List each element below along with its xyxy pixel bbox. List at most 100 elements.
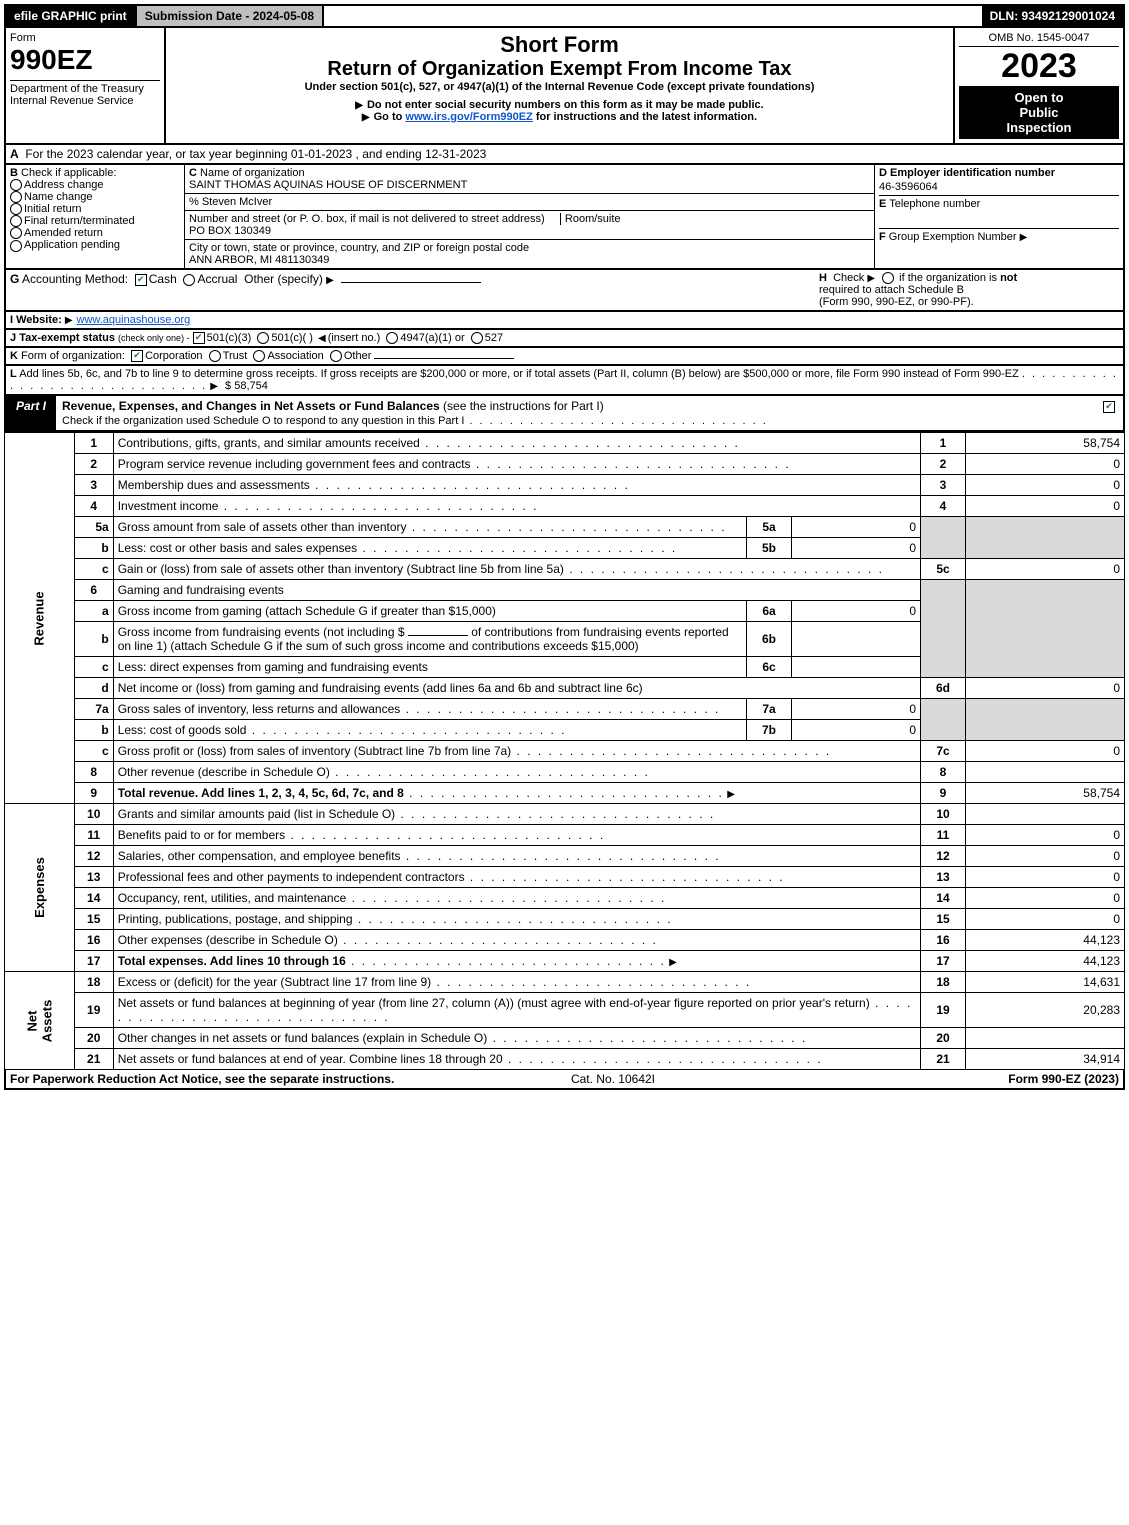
goto-text: Go to: [374, 111, 406, 123]
line-15-box: 15: [921, 909, 966, 930]
line-9-box: 9: [921, 783, 966, 804]
line-8-text: Other revenue (describe in Schedule O): [118, 765, 330, 779]
cb-other-org[interactable]: [330, 350, 342, 362]
line-14-num: 14: [74, 888, 113, 909]
line-5b-num: b: [74, 538, 113, 559]
line-2-num: 2: [74, 454, 113, 475]
opt-corporation: Corporation: [145, 350, 202, 362]
website-link[interactable]: www.aquinashouse.org: [77, 314, 191, 326]
line-3-num: 3: [74, 475, 113, 496]
care-of-line: % Steven McIver: [185, 194, 874, 211]
line-5a-num: 5a: [74, 517, 113, 538]
h-not: not: [1000, 272, 1017, 284]
footer-form-no: Form 990-EZ (2023): [1008, 1072, 1119, 1086]
side-expenses: Expenses: [5, 804, 75, 972]
cb-amended-return[interactable]: Amended return: [10, 227, 180, 239]
line-17-text: Total expenses. Add lines 10 through 16: [118, 954, 346, 968]
efile-label[interactable]: efile GRAPHIC print: [6, 6, 137, 26]
part-i-check-line: Check if the organization used Schedule …: [62, 415, 768, 427]
cb-trust[interactable]: [209, 350, 221, 362]
cb-address-change[interactable]: Address change: [10, 179, 180, 191]
header-center: Short Form Return of Organization Exempt…: [166, 28, 953, 143]
line-8-num: 8: [74, 762, 113, 783]
telephone-label: Telephone number: [889, 198, 980, 210]
inspect-line3: Inspection: [963, 120, 1115, 135]
cb-4947[interactable]: [386, 332, 398, 344]
cb-association[interactable]: [253, 350, 265, 362]
footer: For Paperwork Reduction Act Notice, see …: [4, 1070, 1125, 1090]
line-4-num: 4: [74, 496, 113, 517]
line-4-text: Investment income: [118, 499, 219, 513]
org-name-label: Name of organization: [200, 167, 305, 179]
line-2-box: 2: [921, 454, 966, 475]
short-form-title: Short Form: [170, 32, 949, 58]
line-10-box: 10: [921, 804, 966, 825]
city-value: ANN ARBOR, MI 481130349: [189, 254, 329, 266]
label-f: F: [879, 231, 886, 243]
line-18-amount: 14,631: [966, 972, 1125, 993]
cb-corporation[interactable]: [131, 350, 143, 362]
line-2-text: Program service revenue including govern…: [118, 457, 471, 471]
opt-4947: 4947(a)(1) or: [400, 332, 464, 344]
line-8-box: 8: [921, 762, 966, 783]
line-13-num: 13: [74, 867, 113, 888]
line-12-amount: 0: [966, 846, 1125, 867]
label-a: A: [10, 147, 19, 161]
misc-rows: I Website: www.aquinashouse.org J Tax-ex…: [4, 312, 1125, 396]
cb-schedule-b[interactable]: [882, 272, 894, 284]
part-i-note: (see the instructions for Part I): [443, 399, 604, 413]
form-org-label: Form of organization:: [21, 350, 125, 362]
line-1-box: 1: [921, 433, 966, 454]
section-l-text: Add lines 5b, 6c, and 7b to line 9 to de…: [19, 368, 1019, 380]
top-bar: efile GRAPHIC print Submission Date - 20…: [4, 4, 1125, 28]
submission-date: Submission Date - 2024-05-08: [137, 6, 324, 26]
cb-final-return[interactable]: Final return/terminated: [10, 215, 180, 227]
line-5a-subamount: 0: [792, 517, 921, 538]
line-6-text: Gaming and fundraising events: [113, 580, 920, 601]
line-18-num: 18: [74, 972, 113, 993]
label-h: H: [819, 272, 827, 284]
cb-application-pending[interactable]: Application pending: [10, 239, 180, 251]
cb-527[interactable]: [471, 332, 483, 344]
city-label: City or town, state or province, country…: [189, 242, 529, 254]
line-7a-subamount: 0: [792, 699, 921, 720]
line-15-num: 15: [74, 909, 113, 930]
cb-501c[interactable]: [257, 332, 269, 344]
line-6d-text: Net income or (loss) from gaming and fun…: [118, 681, 643, 695]
opt-other: Other: [344, 350, 372, 362]
line-21-text: Net assets or fund balances at end of ye…: [118, 1052, 503, 1066]
label-l: L: [10, 368, 17, 380]
line-6a-text: Gross income from gaming (attach Schedul…: [113, 601, 746, 622]
line-18-text: Excess or (deficit) for the year (Subtra…: [118, 975, 431, 989]
line-17-num: 17: [74, 951, 113, 972]
street-value: PO BOX 130349: [189, 225, 271, 237]
dept-irs: Internal Revenue Service: [10, 95, 160, 107]
cb-name-change[interactable]: Name change: [10, 191, 180, 203]
irs-link[interactable]: www.irs.gov/Form990EZ: [405, 111, 532, 123]
line-6d-num: d: [74, 678, 113, 699]
cb-cash[interactable]: [135, 274, 147, 286]
inspect-line2: Public: [963, 105, 1115, 120]
line-5c-num: c: [74, 559, 113, 580]
line-7c-num: c: [74, 741, 113, 762]
line-2-amount: 0: [966, 454, 1125, 475]
tax-exempt-label: Tax-exempt status: [19, 332, 115, 344]
cash-label: Cash: [149, 272, 177, 286]
line-1-text: Contributions, gifts, grants, and simila…: [118, 436, 420, 450]
opt-trust: Trust: [223, 350, 248, 362]
cb-accrual[interactable]: [183, 274, 195, 286]
label-e: E: [879, 198, 886, 210]
cb-initial-return[interactable]: Initial return: [10, 203, 180, 215]
cb-schedule-o-part-i[interactable]: [1103, 401, 1115, 413]
line-15-text: Printing, publications, postage, and shi…: [118, 912, 353, 926]
cb-501c3[interactable]: [193, 332, 205, 344]
line-19-amount: 20,283: [966, 993, 1125, 1028]
line-10-amount: [966, 804, 1125, 825]
form-number: 990EZ: [10, 44, 160, 76]
header-right: OMB No. 1545-0047 2023 Open to Public In…: [953, 28, 1123, 143]
check-applicable: Check if applicable:: [21, 167, 116, 179]
line-14-text: Occupancy, rent, utilities, and maintena…: [118, 891, 347, 905]
line-7a-num: 7a: [74, 699, 113, 720]
opt-527: 527: [485, 332, 503, 344]
line-5b-subbox: 5b: [747, 538, 792, 559]
